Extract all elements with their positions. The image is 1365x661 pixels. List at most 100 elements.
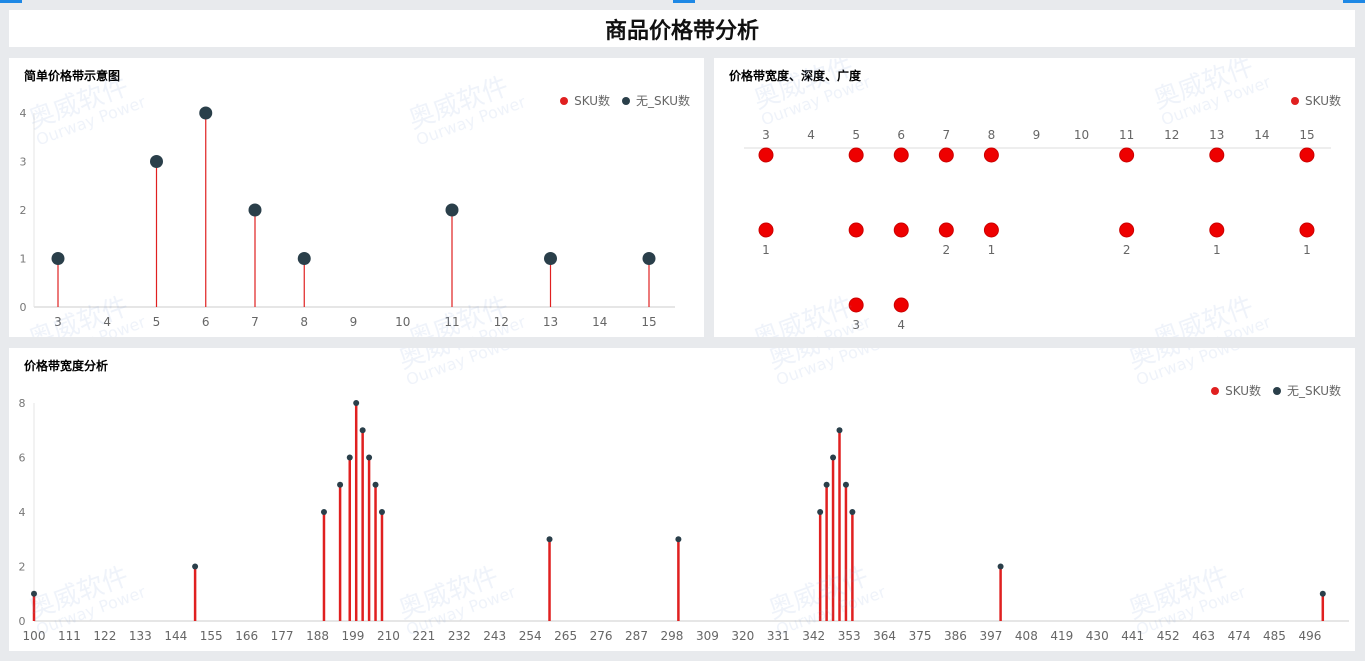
x-tick-label: 496: [1298, 629, 1321, 643]
data-label: 1: [1213, 243, 1221, 257]
y-tick-label: 8: [19, 397, 26, 410]
sku-point: [1119, 147, 1135, 163]
no-sku-point: [849, 509, 856, 515]
y-tick-label: 2: [19, 561, 26, 574]
no-sku-point: [836, 427, 843, 434]
no-sku-point: [378, 509, 385, 515]
x-tick-label: 331: [767, 629, 790, 643]
no-sku-point: [842, 481, 849, 488]
sku-point: [983, 222, 999, 238]
x-tick-label: 408: [1015, 629, 1038, 643]
x-tick-label: 452: [1157, 629, 1180, 643]
x-tick-label: 100: [23, 629, 46, 643]
x-tick-label: 386: [944, 629, 967, 643]
x-tick-label: 485: [1263, 629, 1286, 643]
sku-point: [848, 222, 864, 238]
x-tick-label: 6: [202, 315, 210, 329]
x-tick-label: 221: [412, 629, 435, 643]
x-tick-label: 15: [641, 315, 656, 329]
x-tick-label: 463: [1192, 629, 1215, 643]
no-sku-point: [1319, 590, 1326, 597]
x-tick-label: 11: [1119, 128, 1134, 142]
no-sku-point: [31, 590, 37, 597]
lollipop-chart: 0 2 4 6 8 100 111 122 133 144 155 166 177 188 199 210 22…: [19, 397, 1349, 643]
x-tick-label: 397: [979, 629, 1002, 643]
y-tick-label: 0: [19, 615, 26, 628]
x-tick-label: 309: [696, 629, 719, 643]
sku-point: [1209, 222, 1225, 238]
x-tick-label: 8: [988, 128, 996, 142]
x-tick-label: 7: [942, 128, 950, 142]
x-tick-label: 364: [873, 629, 896, 643]
window-corner-marker: [673, 0, 695, 3]
x-tick-label: 287: [625, 629, 648, 643]
x-tick-label: 9: [350, 315, 358, 329]
x-tick-label: 144: [164, 629, 187, 643]
no-sku-point: [192, 563, 199, 570]
sku-point: [893, 147, 909, 163]
x-tick-label: 8: [300, 315, 308, 329]
no-sku-point: [675, 536, 682, 543]
y-tick-label: 0: [20, 301, 27, 314]
no-sku-point: [823, 481, 830, 488]
x-tick-label: 12: [494, 315, 509, 329]
x-tick-label: 276: [590, 629, 613, 643]
no-sku-point: [997, 563, 1004, 570]
x-tick-label: 4: [103, 315, 111, 329]
data-label: 4: [897, 318, 905, 332]
no-sku-point: [546, 536, 553, 543]
window-corner-marker: [0, 0, 22, 3]
sku-point: [848, 147, 864, 163]
sku-point: [758, 147, 774, 163]
no-sku-point: [544, 252, 557, 265]
data-label: 1: [988, 243, 996, 257]
data-label: 2: [942, 243, 950, 257]
legend-no-sku-label: 无_SKU数: [1287, 384, 1341, 398]
x-tick-label: 210: [377, 629, 400, 643]
y-tick-label: 3: [20, 156, 27, 169]
x-tick-label: 199: [342, 629, 365, 643]
no-sku-point: [150, 155, 163, 168]
legend[interactable]: SKU数 无_SKU数: [1211, 382, 1341, 399]
x-tick-label: 13: [1209, 128, 1224, 142]
sku-point: [1299, 147, 1315, 163]
y-tick-label: 4: [20, 107, 27, 120]
legend-no-sku-marker: [1273, 386, 1282, 395]
sku-point: [893, 222, 909, 238]
no-sku-point: [359, 427, 366, 434]
x-tick-label: 441: [1121, 629, 1144, 643]
sku-point: [848, 297, 864, 313]
x-tick-label: 11: [444, 315, 459, 329]
legend[interactable]: SKU数: [1291, 92, 1341, 109]
no-sku-point: [248, 203, 262, 217]
simple-price-band-panel: 简单价格带示意图 SKU数 无_SKU数 0 1 2 3 4 3 4 5 6 7 8 9 10 11 12 1…: [9, 58, 704, 337]
legend-sku-label: SKU数: [1305, 94, 1341, 108]
page-title: 商品价格带分析: [604, 18, 759, 44]
chart-title: 价格带宽度分析: [24, 359, 109, 373]
legend-no-sku-marker: [622, 96, 631, 105]
no-sku-point: [642, 252, 656, 265]
legend-no-sku-label: 无_SKU数: [636, 94, 690, 108]
legend-sku-marker: [1291, 96, 1300, 105]
no-sku-point: [830, 454, 837, 461]
x-tick-label: 342: [802, 629, 825, 643]
x-tick-label: 6: [897, 128, 905, 142]
x-tick-label: 9: [1033, 128, 1041, 142]
sku-point: [1119, 222, 1135, 238]
data-label: 1: [1303, 243, 1311, 257]
sku-point: [983, 147, 999, 163]
x-tick-label: 10: [395, 315, 410, 329]
no-sku-point: [320, 509, 327, 515]
legend[interactable]: SKU数 无_SKU数: [560, 92, 690, 109]
x-tick-label: 12: [1164, 128, 1179, 142]
x-tick-label: 166: [235, 629, 258, 643]
page-header: 商品价格带分析: [9, 10, 1355, 47]
y-tick-label: 4: [19, 506, 26, 519]
x-tick-label: 3: [762, 128, 770, 142]
no-sku-point: [346, 454, 353, 461]
x-tick-label: 243: [483, 629, 506, 643]
x-tick-label: 10: [1074, 128, 1089, 142]
chart-title: 简单价格带示意图: [24, 69, 121, 83]
no-sku-point: [337, 481, 344, 488]
x-tick-label: 232: [448, 629, 471, 643]
